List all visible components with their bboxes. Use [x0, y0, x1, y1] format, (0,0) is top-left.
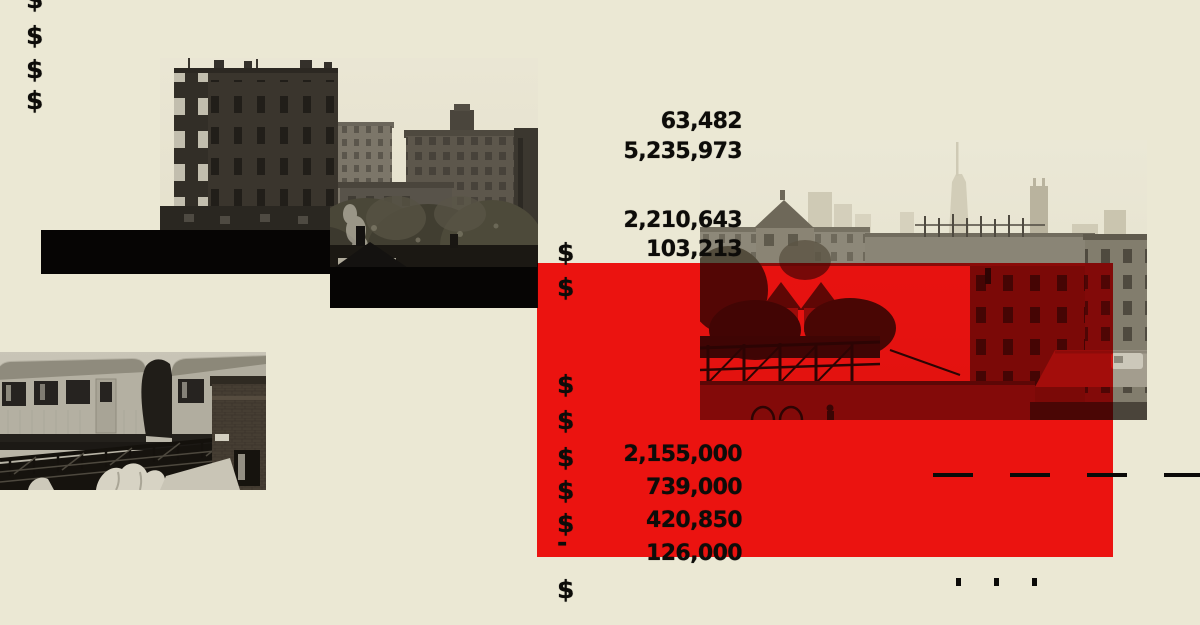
dollar-sign-icon: $ [557, 370, 575, 399]
ledger-amount: 2,210,643 [623, 208, 743, 233]
red-overlay-rectangle [537, 263, 1113, 557]
wtc-spire [956, 142, 959, 176]
ledger-amount: 739,000 [645, 475, 743, 500]
dot-segment [994, 578, 999, 586]
dash-segment [1010, 473, 1050, 477]
ledger-amount: 103,213 [645, 237, 743, 262]
dollar-sign-icon: $ [557, 273, 575, 302]
redaction-bar-2 [330, 267, 537, 308]
margin-dollar-icon: $ [26, 21, 44, 50]
dot-segment [956, 578, 961, 586]
margin-dollar-icon: $ [26, 86, 44, 115]
dollar-sign-icon: $ [557, 509, 575, 538]
lit-window [234, 450, 260, 486]
background-patch [160, 274, 330, 308]
foreground-statues [28, 458, 240, 490]
dash-line [933, 473, 1200, 477]
rooftop-band [700, 190, 1095, 266]
dash-symbol: - [557, 528, 568, 557]
elevated-train-photo [0, 352, 266, 490]
dash-segment [933, 473, 973, 477]
redaction-bar-1 [41, 230, 330, 274]
ledger-amount: 5,235,973 [623, 139, 743, 164]
ledger-amount: 63,482 [660, 109, 743, 134]
roof-antennas [915, 214, 1045, 237]
dash-segment [1164, 473, 1200, 477]
car-coupling [141, 359, 175, 438]
ledger-amount: 420,850 [645, 508, 743, 533]
dot-segment [1032, 578, 1037, 586]
ledger-amount: 126,000 [645, 541, 743, 566]
dollar-sign-icon: $ [557, 575, 575, 604]
dollar-sign-icon: $ [557, 238, 575, 267]
wall-sign [215, 434, 229, 441]
white-van [1111, 353, 1143, 369]
dollar-sign-icon: $ [557, 443, 575, 472]
dollar-sign-icon: $ [557, 476, 575, 505]
margin-dollar-icon: $ [26, 0, 43, 12]
margin-dollar-icon: $ [26, 55, 44, 84]
dot-line [956, 578, 1037, 586]
ledger-amount: 2,155,000 [623, 442, 743, 467]
dash-segment [1087, 473, 1127, 477]
dollar-sign-icon: $ [557, 406, 575, 435]
